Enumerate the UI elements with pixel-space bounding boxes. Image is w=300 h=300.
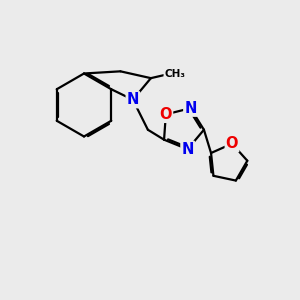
Text: O: O	[226, 136, 238, 151]
Text: N: N	[182, 142, 194, 157]
Text: N: N	[127, 92, 139, 107]
Text: O: O	[160, 107, 172, 122]
Text: CH₃: CH₃	[164, 69, 185, 79]
Text: N: N	[184, 101, 197, 116]
